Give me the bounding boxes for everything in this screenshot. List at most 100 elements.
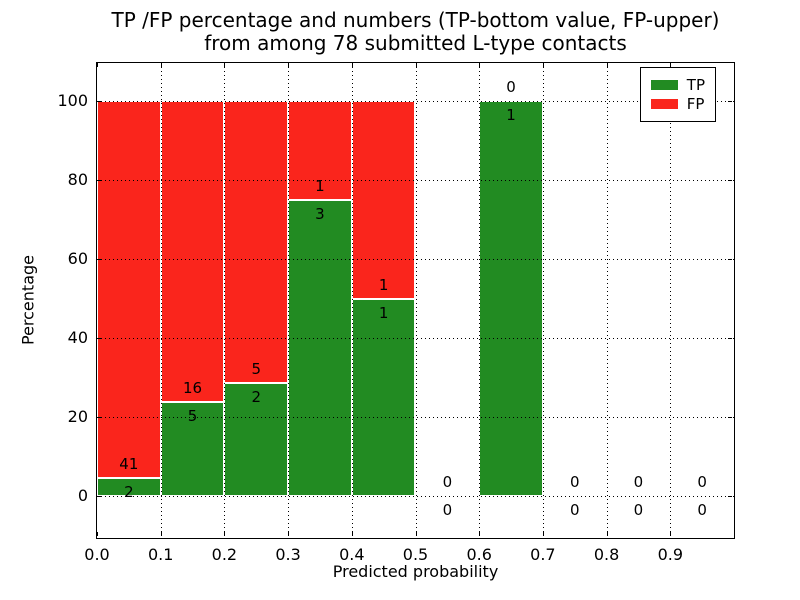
x-tick-mark-bottom [160, 532, 162, 536]
bar-label-fp: 41 [119, 454, 139, 473]
x-tick-mark-top [351, 63, 353, 67]
bar-segment-tp [351, 298, 416, 497]
bar-segment-tp [224, 383, 289, 497]
x-tick-mark-bottom [542, 532, 544, 536]
grid-line-vertical [542, 63, 544, 538]
y-tick-mark-right [728, 338, 732, 340]
grid-line-vertical [160, 63, 162, 538]
y-tick-label: 0 [77, 486, 88, 506]
x-tick-mark-top [479, 63, 481, 67]
grid-line-horizontal [97, 179, 734, 181]
grid-line-vertical [670, 63, 672, 538]
x-tick-mark-bottom [288, 532, 290, 536]
legend: TP FP [639, 67, 716, 122]
x-tick-label: 0.8 [593, 545, 620, 564]
y-tick-label: 100 [57, 90, 88, 110]
x-tick-mark-top [288, 63, 290, 67]
bar-label-tp: 0 [442, 501, 453, 520]
x-tick-mark-top [160, 63, 162, 67]
x-tick-label: 0.6 [466, 545, 492, 564]
bar-segment-fp [224, 100, 289, 384]
x-tick-label: 0.9 [657, 545, 684, 564]
x-tick-mark-bottom [224, 532, 226, 536]
y-tick-mark-right [728, 179, 732, 181]
bar-label-fp: 5 [251, 360, 262, 379]
bar-segment-fp [160, 100, 225, 402]
x-tick-mark-bottom [351, 532, 353, 536]
y-tick-label: 60 [67, 249, 88, 268]
y-tick-mark-left [97, 179, 101, 181]
x-tick-mark-bottom [670, 532, 672, 536]
x-tick-mark-bottom [479, 532, 481, 536]
grid-line-horizontal [97, 338, 734, 340]
x-tick-label: 0.1 [147, 545, 174, 564]
y-tick-mark-right [728, 496, 732, 498]
x-axis-label: Predicted probability [332, 562, 499, 581]
y-tick-mark-right [728, 259, 732, 260]
chart-title-line2: from among 78 submitted L-type contacts [204, 31, 627, 55]
bar-label-tp: 0 [697, 501, 707, 520]
grid-line-vertical [479, 63, 481, 538]
x-tick-label: 0.4 [339, 545, 365, 564]
y-tick-label: 40 [67, 328, 88, 348]
plot-area: TP FP 41 2 16 5 5 2 1 3 1 1 0 0 0 1 0 0 0 0 0 0 [96, 62, 735, 539]
x-tick-mark-top [670, 63, 672, 67]
y-axis-label: Percentage [18, 254, 38, 346]
x-tick-label: 0.7 [530, 545, 556, 564]
x-tick-mark-top [97, 63, 98, 67]
grid-line-vertical [606, 63, 608, 538]
bar-label-fp: 1 [315, 176, 325, 195]
bar-label-fp: 0 [506, 77, 516, 96]
bar-label-fp: 0 [569, 473, 580, 492]
bar-segment-fp [351, 100, 416, 299]
x-tick-label: 0.2 [211, 545, 238, 564]
y-tick-label: 20 [67, 407, 88, 427]
x-tick-mark-bottom [97, 532, 98, 536]
y-tick-mark-left [97, 338, 101, 340]
x-tick-mark-bottom [606, 532, 608, 536]
bar-label-fp: 1 [378, 275, 389, 294]
bar-label-fp: 0 [633, 473, 644, 492]
y-tick-mark-right [728, 417, 732, 419]
bar-segment-tp [97, 477, 161, 497]
y-tick-mark-left [97, 259, 101, 260]
legend-swatch-tp-icon [650, 80, 678, 90]
x-tick-mark-bottom [415, 532, 417, 536]
legend-item-tp: TP [650, 76, 705, 94]
legend-label-fp: FP [686, 95, 705, 113]
bar-label-tp: 0 [633, 501, 644, 520]
chart-title: TP /FP percentage and numbers (TP-bottom… [96, 9, 735, 55]
y-tick-mark-left [97, 496, 101, 498]
legend-label-tp: TP [686, 76, 705, 94]
bar-label-fp: 0 [442, 473, 453, 492]
grid-line-vertical [415, 63, 417, 538]
bar-label-tp: 2 [251, 388, 262, 407]
bar-label-tp: 3 [315, 204, 325, 223]
grid-line-horizontal [97, 100, 734, 102]
grid-line-horizontal [97, 496, 734, 498]
grid-line-vertical [288, 63, 290, 538]
bar-label-tp: 1 [506, 105, 516, 124]
bar-label-tp: 5 [187, 407, 198, 426]
grid-line-vertical [351, 63, 353, 538]
y-tick-mark-right [728, 100, 732, 102]
bar-label-tp: 2 [124, 482, 134, 501]
grid-line-horizontal [97, 259, 734, 260]
chart-title-line1: TP /FP percentage and numbers (TP-bottom… [111, 8, 720, 32]
x-tick-mark-top [415, 63, 417, 67]
x-tick-mark-top [224, 63, 226, 67]
bar-segment-tp [288, 199, 352, 497]
legend-item-fp: FP [650, 95, 705, 113]
bar-segment-fp [288, 100, 352, 200]
y-tick-mark-left [97, 100, 101, 102]
legend-swatch-fp-icon [650, 99, 678, 109]
y-tick-label: 80 [67, 169, 88, 189]
y-tick-mark-left [97, 417, 101, 419]
x-tick-mark-top [542, 63, 544, 67]
x-tick-label: 0.0 [84, 545, 110, 564]
bar-label-tp: 0 [569, 501, 580, 520]
bar-segment-tp [479, 100, 543, 497]
bar-segment-fp [97, 100, 161, 478]
grid-line-horizontal [97, 417, 734, 419]
